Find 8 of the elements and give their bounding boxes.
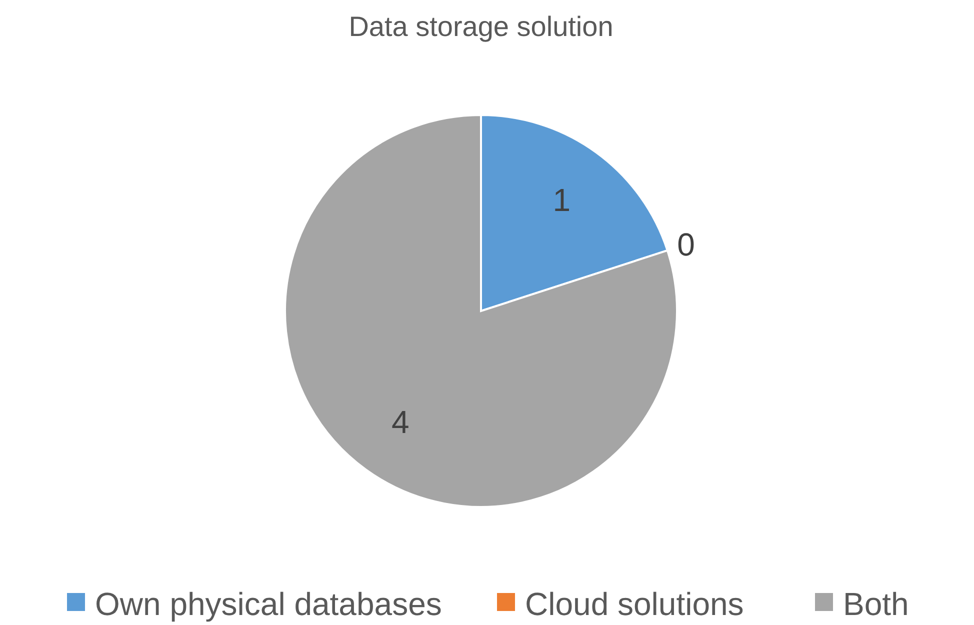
data-label: 1 — [552, 182, 571, 218]
text: 0 — [677, 226, 695, 262]
data-label: 4 — [391, 404, 410, 440]
legend-label: Cloud solutions — [525, 586, 744, 622]
legend-label: Both — [843, 586, 909, 622]
pie-slice — [284, 114, 678, 508]
legend-label: Own physical databases — [95, 586, 442, 622]
chart-title: Data storage solution — [348, 11, 614, 42]
